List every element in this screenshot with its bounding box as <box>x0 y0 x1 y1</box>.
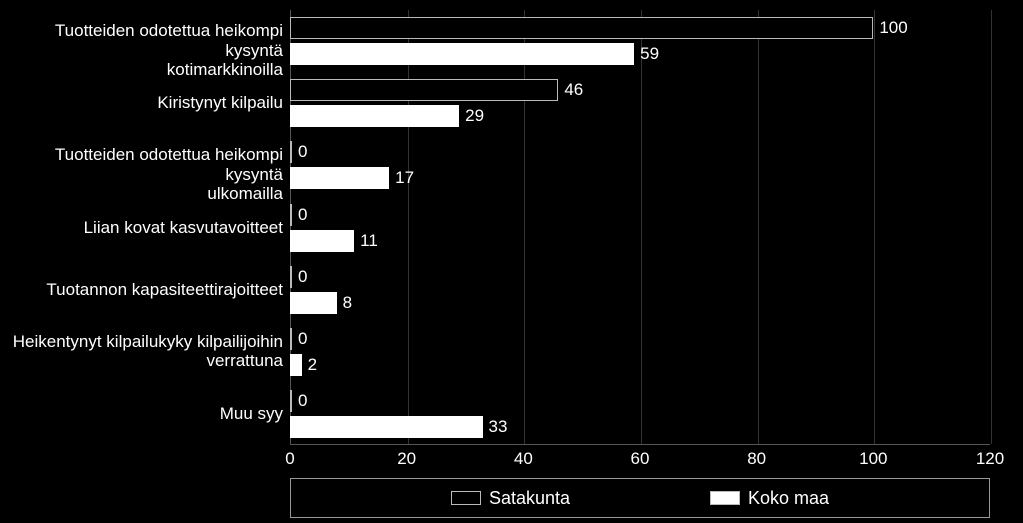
category-label: Kiristynyt kilpailu <box>3 93 283 113</box>
x-tick-label: 0 <box>285 449 294 469</box>
legend-item-satakunta: Satakunta <box>451 488 570 509</box>
x-tick-label: 80 <box>747 449 766 469</box>
gridline <box>408 10 409 444</box>
plot-area <box>290 10 990 445</box>
gridline <box>758 10 759 444</box>
bar-kokomaa <box>290 354 302 376</box>
category-label: Liian kovat kasvutavoitteet <box>3 218 283 238</box>
gridline <box>524 10 525 444</box>
bar-value-label: 29 <box>465 106 484 126</box>
bar-value-label: 0 <box>298 391 307 411</box>
bar-kokomaa <box>290 167 389 189</box>
bar-value-label: 46 <box>564 80 583 100</box>
bar-value-label: 8 <box>343 293 352 313</box>
x-tick-label: 40 <box>514 449 533 469</box>
gridline <box>641 10 642 444</box>
legend-swatch-icon <box>451 491 481 505</box>
gridline <box>991 10 992 444</box>
bar-kokomaa <box>290 105 459 127</box>
bar-satakunta <box>290 17 873 39</box>
x-axis: 020406080100120 <box>290 447 990 472</box>
bar-value-label: 11 <box>360 231 378 251</box>
bar-value-label: 0 <box>298 142 307 162</box>
bar-kokomaa <box>290 416 483 438</box>
bar-chart: 020406080100120 Satakunta Koko maa Tuott… <box>0 0 1023 523</box>
bar-value-label: 0 <box>298 205 307 225</box>
category-label: Tuotannon kapasiteettirajoitteet <box>3 280 283 300</box>
bar-satakunta <box>290 141 292 163</box>
x-tick-label: 120 <box>976 449 1004 469</box>
x-tick-label: 60 <box>631 449 650 469</box>
category-label: Heikentynyt kilpailukyky kilpailijoihinv… <box>3 332 283 371</box>
bar-value-label: 0 <box>298 329 307 349</box>
bar-value-label: 59 <box>640 44 659 64</box>
bar-value-label: 17 <box>395 168 414 188</box>
bar-satakunta <box>290 390 292 412</box>
bar-satakunta <box>290 328 292 350</box>
bar-satakunta <box>290 79 558 101</box>
bar-value-label: 100 <box>879 18 907 38</box>
bar-value-label: 2 <box>308 355 317 375</box>
x-tick-label: 100 <box>859 449 887 469</box>
category-label: Tuotteiden odotettua heikompi kysyntäulk… <box>3 145 283 204</box>
bar-satakunta <box>290 266 292 288</box>
legend-swatch-icon <box>710 491 740 505</box>
bar-kokomaa <box>290 292 337 314</box>
legend-label: Koko maa <box>748 488 829 509</box>
bar-kokomaa <box>290 43 634 65</box>
bar-value-label: 0 <box>298 267 307 287</box>
bar-kokomaa <box>290 230 354 252</box>
bar-value-label: 33 <box>489 417 508 437</box>
gridline <box>874 10 875 444</box>
category-label: Muu syy <box>3 404 283 424</box>
x-tick-label: 20 <box>397 449 416 469</box>
legend-item-kokomaa: Koko maa <box>710 488 829 509</box>
legend: Satakunta Koko maa <box>290 478 990 518</box>
legend-label: Satakunta <box>489 488 570 509</box>
bar-satakunta <box>290 204 292 226</box>
category-label: Tuotteiden odotettua heikompi kysyntäkot… <box>3 21 283 80</box>
